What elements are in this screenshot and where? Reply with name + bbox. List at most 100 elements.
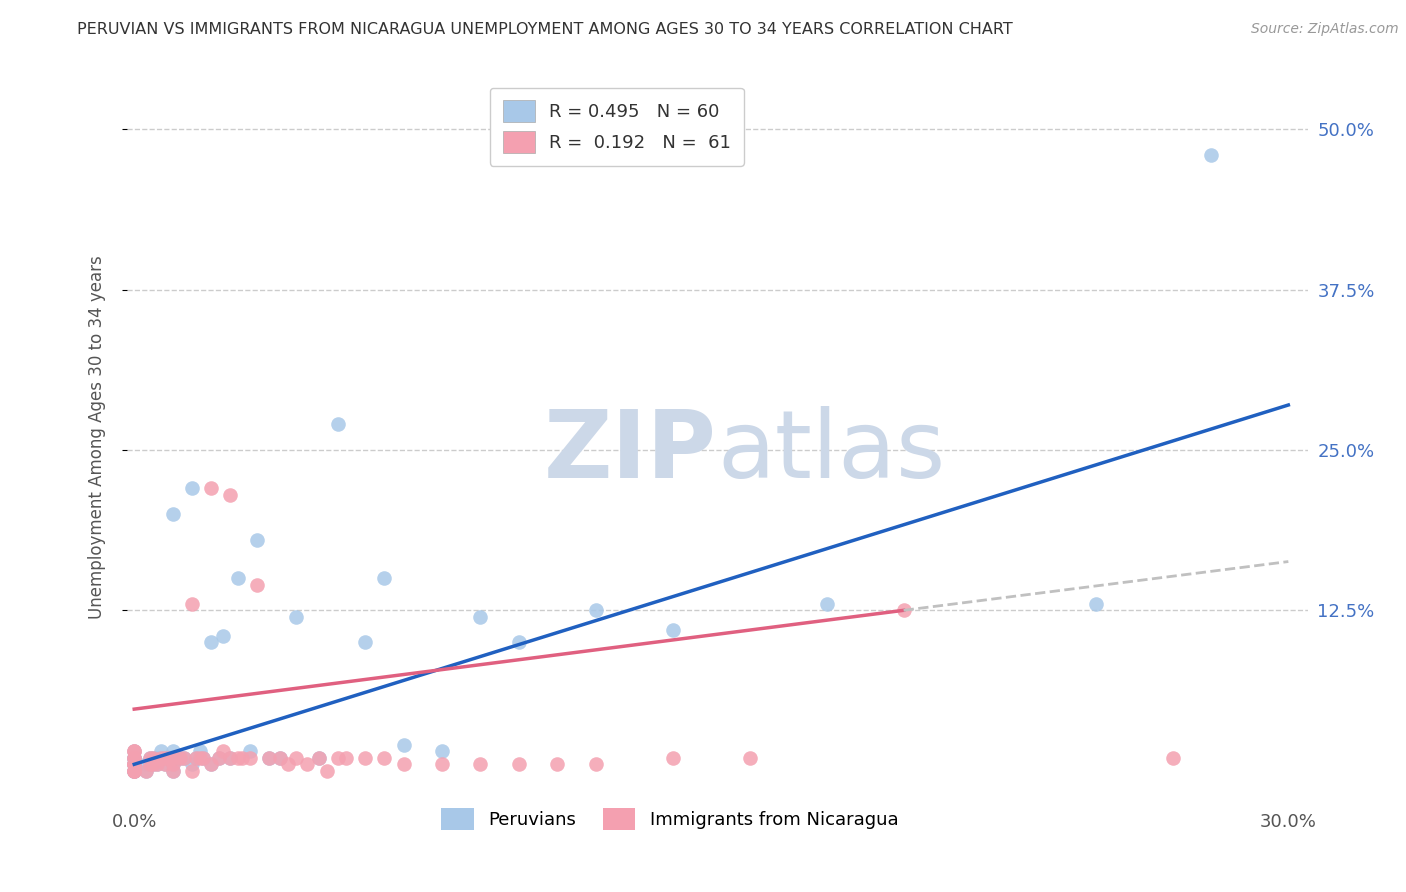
Point <box>193 751 215 765</box>
Point <box>373 571 395 585</box>
Point <box>1085 597 1108 611</box>
Point <box>142 751 165 765</box>
Point <box>138 751 160 765</box>
Point <box>122 744 145 758</box>
Point <box>246 533 269 547</box>
Point <box>226 751 249 765</box>
Point <box>200 635 222 649</box>
Point <box>211 629 233 643</box>
Point <box>153 751 176 765</box>
Point <box>662 623 685 637</box>
Point <box>122 751 145 765</box>
Point <box>122 757 145 772</box>
Point <box>122 751 145 765</box>
Point <box>188 744 211 758</box>
Point <box>169 751 191 765</box>
Point <box>184 751 207 765</box>
Point <box>1201 148 1223 162</box>
Point <box>219 751 242 765</box>
Point <box>135 764 157 778</box>
Point <box>277 757 299 772</box>
Point <box>585 757 607 772</box>
Point <box>208 751 231 765</box>
Point <box>169 751 191 765</box>
Point <box>162 744 184 758</box>
Y-axis label: Unemployment Among Ages 30 to 34 years: Unemployment Among Ages 30 to 34 years <box>87 255 105 619</box>
Point <box>150 744 173 758</box>
Point <box>153 751 176 765</box>
Point <box>257 751 280 765</box>
Point <box>122 764 145 778</box>
Point <box>122 757 145 772</box>
Point <box>157 751 180 765</box>
Point <box>181 482 204 496</box>
Point <box>815 597 838 611</box>
Point <box>153 757 176 772</box>
Point <box>246 577 269 591</box>
Point <box>662 751 685 765</box>
Point <box>162 757 184 772</box>
Point <box>470 609 492 624</box>
Point <box>284 609 307 624</box>
Point <box>142 757 165 772</box>
Point <box>173 751 195 765</box>
Point <box>269 751 291 765</box>
Point <box>173 751 195 765</box>
Point <box>297 757 319 772</box>
Legend: Peruvians, Immigrants from Nicaragua: Peruvians, Immigrants from Nicaragua <box>430 797 910 841</box>
Point <box>162 757 184 772</box>
Point <box>257 751 280 765</box>
Point <box>219 751 242 765</box>
Point <box>150 751 173 765</box>
Point <box>200 757 222 772</box>
Point <box>219 488 242 502</box>
Point <box>122 757 145 772</box>
Point <box>392 757 415 772</box>
Point <box>430 744 453 758</box>
Point <box>546 757 568 772</box>
Point <box>138 757 160 772</box>
Point <box>284 751 307 765</box>
Point <box>122 757 145 772</box>
Point <box>184 751 207 765</box>
Point <box>308 751 330 765</box>
Point <box>122 764 145 778</box>
Point <box>122 757 145 772</box>
Point <box>354 751 377 765</box>
Point <box>738 751 761 765</box>
Point <box>162 751 184 765</box>
Point <box>208 751 231 765</box>
Text: PERUVIAN VS IMMIGRANTS FROM NICARAGUA UNEMPLOYMENT AMONG AGES 30 TO 34 YEARS COR: PERUVIAN VS IMMIGRANTS FROM NICARAGUA UN… <box>77 22 1014 37</box>
Point <box>138 751 160 765</box>
Point <box>326 417 349 432</box>
Point <box>508 757 530 772</box>
Point <box>585 603 607 617</box>
Point <box>153 757 176 772</box>
Point <box>326 751 349 765</box>
Point <box>122 764 145 778</box>
Point <box>150 751 173 765</box>
Point <box>162 751 184 765</box>
Point <box>200 757 222 772</box>
Point <box>122 751 145 765</box>
Point <box>239 751 262 765</box>
Point <box>122 744 145 758</box>
Point <box>211 744 233 758</box>
Text: Source: ZipAtlas.com: Source: ZipAtlas.com <box>1251 22 1399 37</box>
Point <box>162 764 184 778</box>
Point <box>239 744 262 758</box>
Point <box>122 751 145 765</box>
Point <box>188 751 211 765</box>
Point <box>269 751 291 765</box>
Point <box>1161 751 1184 765</box>
Point <box>335 751 357 765</box>
Point <box>430 757 453 772</box>
Point <box>122 744 145 758</box>
Point <box>354 635 377 649</box>
Point <box>308 751 330 765</box>
Point <box>146 757 169 772</box>
Point <box>142 751 165 765</box>
Point <box>122 764 145 778</box>
Text: ZIP: ZIP <box>544 406 717 498</box>
Point <box>315 764 337 778</box>
